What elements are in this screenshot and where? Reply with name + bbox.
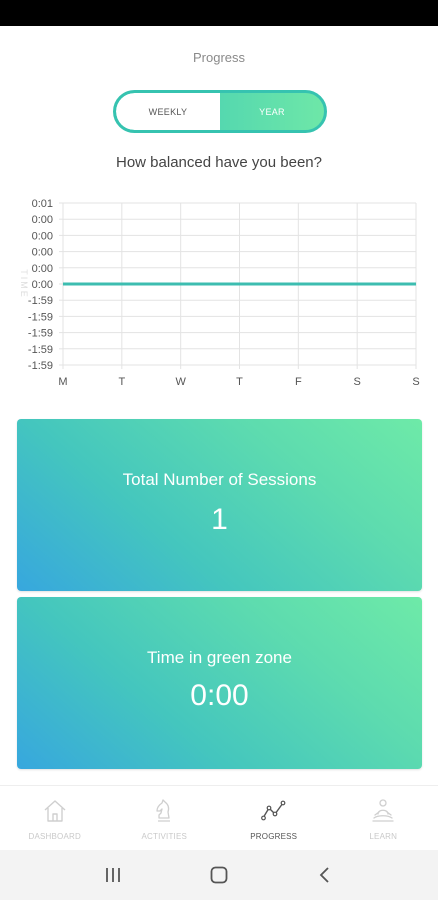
green-zone-card: Time in green zone 0:00 xyxy=(17,597,422,769)
recent-apps-icon xyxy=(106,868,120,882)
tab-activities-label: ACTIVITIES xyxy=(141,832,188,841)
sessions-value: 1 xyxy=(211,503,228,536)
home-square-icon xyxy=(210,866,228,884)
x-tick-label: S xyxy=(353,376,360,388)
y-tick-label: 0:00 xyxy=(32,279,53,291)
x-tick-label: W xyxy=(175,376,186,388)
y-tick-label: -1:59 xyxy=(28,311,53,323)
tab-learn-label: LEARN xyxy=(369,832,398,841)
green-zone-value: 0:00 xyxy=(190,679,249,712)
y-tick-label: 0:00 xyxy=(32,247,53,259)
chart-question: How balanced have you been? xyxy=(116,154,322,171)
period-toggle[interactable]: WEEKLY YEAR xyxy=(113,90,327,133)
bottom-tab-bar: DASHBOARD ACTIVITIES PROGRESS LEARN xyxy=(0,785,438,850)
tab-progress-label: PROGRESS xyxy=(250,832,298,841)
y-tick-label: -1:59 xyxy=(28,360,53,372)
sessions-label: Total Number of Sessions xyxy=(122,470,317,489)
home-icon xyxy=(44,800,66,822)
balance-chart-svg: 0:01 0:00 0:00 0:00 0:00 0:00 -1:59 -1:59 -1:59 -… xyxy=(19,198,420,388)
tab-progress[interactable]: PROGRESS xyxy=(219,786,329,850)
x-tick-label: T xyxy=(118,376,125,388)
y-tick-label: 0:01 xyxy=(32,198,53,210)
y-tick-label: 0:00 xyxy=(32,214,53,226)
line-chart-icon xyxy=(260,800,286,821)
y-tick-label: 0:00 xyxy=(32,230,53,242)
x-tick-label: S xyxy=(412,376,419,388)
weekly-toggle-option[interactable]: WEEKLY xyxy=(116,93,220,130)
tab-dashboard-label: DASHBOARD xyxy=(28,832,81,841)
home-button[interactable] xyxy=(204,860,234,890)
y-axis-label: TIME xyxy=(19,269,29,299)
tab-learn[interactable]: LEARN xyxy=(329,786,438,850)
y-tick-label: -1:59 xyxy=(28,328,53,340)
meditation-icon xyxy=(372,799,394,822)
sessions-card: Total Number of Sessions 1 xyxy=(17,419,422,591)
back-chevron-icon xyxy=(319,867,329,883)
year-toggle-option[interactable]: YEAR xyxy=(259,106,285,117)
back-button[interactable] xyxy=(310,860,340,890)
y-tick-label: -1:59 xyxy=(28,344,53,356)
x-tick-label: T xyxy=(236,376,243,388)
balance-chart: 0:01 0:00 0:00 0:00 0:00 0:00 -1:59 -1:59 -1:59 -… xyxy=(0,190,438,400)
page-title: Progress xyxy=(192,50,246,65)
green-zone-label: Time in green zone xyxy=(147,648,292,667)
x-tick-label: F xyxy=(295,376,302,388)
tab-dashboard[interactable]: DASHBOARD xyxy=(0,786,110,850)
y-tick-label: 0:00 xyxy=(32,263,53,275)
x-tick-label: M xyxy=(58,376,67,388)
status-bar xyxy=(0,0,438,26)
recent-apps-button[interactable] xyxy=(98,860,128,890)
tab-activities[interactable]: ACTIVITIES xyxy=(110,786,220,850)
y-tick-label: -1:59 xyxy=(28,295,53,307)
system-nav-bar xyxy=(0,850,438,900)
chess-knight-icon xyxy=(156,799,171,822)
